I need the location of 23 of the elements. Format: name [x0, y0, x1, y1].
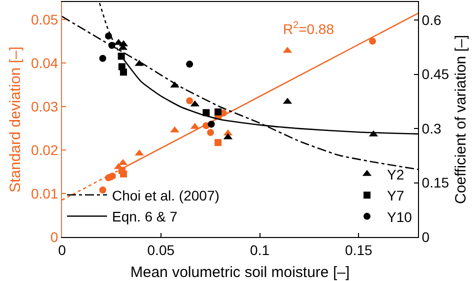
y2-tick-label: 0.15 [422, 174, 450, 191]
x-tick-label: 0.1 [250, 242, 270, 258]
y-tick-label: 0 [50, 228, 58, 245]
y2-tick-label: 0.6 [422, 12, 442, 28]
legend-label: Choi et al. (2007) [112, 187, 220, 204]
legend-label: Eqn. 6 & 7 [112, 208, 178, 225]
legend-label: Y7 [387, 188, 404, 204]
y-tick-label: 0.02 [30, 142, 58, 158]
y2-axis-title: Coefficient of variation [–] [452, 35, 470, 204]
x-tick-label: 0.05 [147, 242, 175, 258]
y-tick-label: 0.05 [30, 11, 58, 28]
y-tick-label: 0.01 [30, 185, 58, 202]
y2-tick-label: 0 [422, 228, 430, 245]
legend-label: Y2 [387, 166, 404, 182]
x-axis-title: Mean volumetric soil moisture [–] [130, 264, 350, 281]
x-tick-label: 0.15 [345, 242, 373, 258]
legend-label: Y10 [387, 208, 412, 225]
annotation: R$^{2}$=0.88 [283, 20, 334, 37]
y2-tick-label: 0.3 [422, 120, 442, 136]
y-axis-title: Standard deviation [–] [7, 46, 24, 192]
y-tick-label: 0.04 [30, 54, 58, 71]
y-tick-label: 0.03 [30, 98, 58, 114]
y2-tick-label: 0.45 [422, 66, 450, 82]
